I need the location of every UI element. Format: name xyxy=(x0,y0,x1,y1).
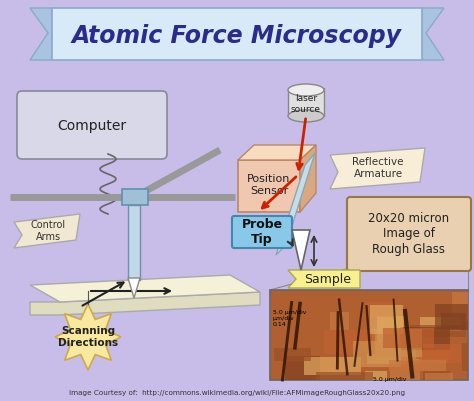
Polygon shape xyxy=(462,343,468,371)
FancyBboxPatch shape xyxy=(347,197,471,271)
Polygon shape xyxy=(401,347,448,363)
Polygon shape xyxy=(30,292,260,315)
Text: 5.0 µm/div: 5.0 µm/div xyxy=(373,377,407,382)
Ellipse shape xyxy=(288,110,324,122)
Polygon shape xyxy=(368,343,413,356)
Text: Image Courtesy of:  http://commons.wikimedia.org/wiki/File:AFMimageRoughGlass20x: Image Courtesy of: http://commons.wikime… xyxy=(69,390,405,396)
Polygon shape xyxy=(300,145,316,212)
Text: Probe
Tip: Probe Tip xyxy=(241,218,283,246)
Polygon shape xyxy=(14,214,80,248)
Text: Atomic Force Microscopy: Atomic Force Microscopy xyxy=(72,24,402,48)
Text: 20x20 micron
Image of
Rough Glass: 20x20 micron Image of Rough Glass xyxy=(368,213,449,255)
FancyBboxPatch shape xyxy=(52,8,422,60)
Polygon shape xyxy=(365,371,387,380)
Text: laser
source: laser source xyxy=(291,94,321,114)
Polygon shape xyxy=(422,8,444,60)
Polygon shape xyxy=(316,372,374,380)
Text: Sample: Sample xyxy=(304,273,352,286)
Polygon shape xyxy=(55,304,121,370)
Polygon shape xyxy=(383,328,434,348)
Polygon shape xyxy=(292,230,310,270)
Text: Scanning
Directions: Scanning Directions xyxy=(58,326,118,348)
Polygon shape xyxy=(128,278,140,298)
Polygon shape xyxy=(416,347,452,359)
Text: Control
Arms: Control Arms xyxy=(30,220,65,242)
Polygon shape xyxy=(324,330,375,354)
Polygon shape xyxy=(30,8,52,60)
Text: Position
Sensor: Position Sensor xyxy=(247,174,291,196)
Ellipse shape xyxy=(288,84,324,96)
Polygon shape xyxy=(370,305,403,334)
Polygon shape xyxy=(367,348,419,364)
Polygon shape xyxy=(30,275,260,302)
Polygon shape xyxy=(330,312,349,330)
Polygon shape xyxy=(423,344,461,363)
Polygon shape xyxy=(435,304,468,330)
Polygon shape xyxy=(304,357,361,375)
Polygon shape xyxy=(238,145,316,160)
FancyBboxPatch shape xyxy=(270,290,468,380)
Polygon shape xyxy=(288,270,360,288)
Polygon shape xyxy=(423,371,450,380)
Text: Reflective
Armature: Reflective Armature xyxy=(352,157,404,179)
Text: Computer: Computer xyxy=(57,119,127,133)
Polygon shape xyxy=(390,371,420,380)
Polygon shape xyxy=(330,148,425,189)
Polygon shape xyxy=(389,360,446,371)
Polygon shape xyxy=(372,329,422,356)
Polygon shape xyxy=(377,316,404,344)
Polygon shape xyxy=(441,313,466,329)
FancyBboxPatch shape xyxy=(238,160,300,212)
Polygon shape xyxy=(400,327,450,350)
Polygon shape xyxy=(285,356,319,380)
Polygon shape xyxy=(274,348,310,361)
Polygon shape xyxy=(365,302,395,317)
Polygon shape xyxy=(354,341,401,367)
FancyBboxPatch shape xyxy=(232,216,292,248)
Polygon shape xyxy=(410,325,466,337)
Polygon shape xyxy=(276,153,315,255)
Polygon shape xyxy=(425,373,453,380)
Polygon shape xyxy=(452,292,468,321)
Text: 5.0 µm/div
µm/div
0.14: 5.0 µm/div µm/div 0.14 xyxy=(273,310,307,326)
Polygon shape xyxy=(399,361,438,370)
Polygon shape xyxy=(420,317,461,331)
FancyBboxPatch shape xyxy=(288,88,324,116)
FancyBboxPatch shape xyxy=(122,189,148,205)
FancyBboxPatch shape xyxy=(17,91,167,159)
FancyBboxPatch shape xyxy=(128,205,140,280)
